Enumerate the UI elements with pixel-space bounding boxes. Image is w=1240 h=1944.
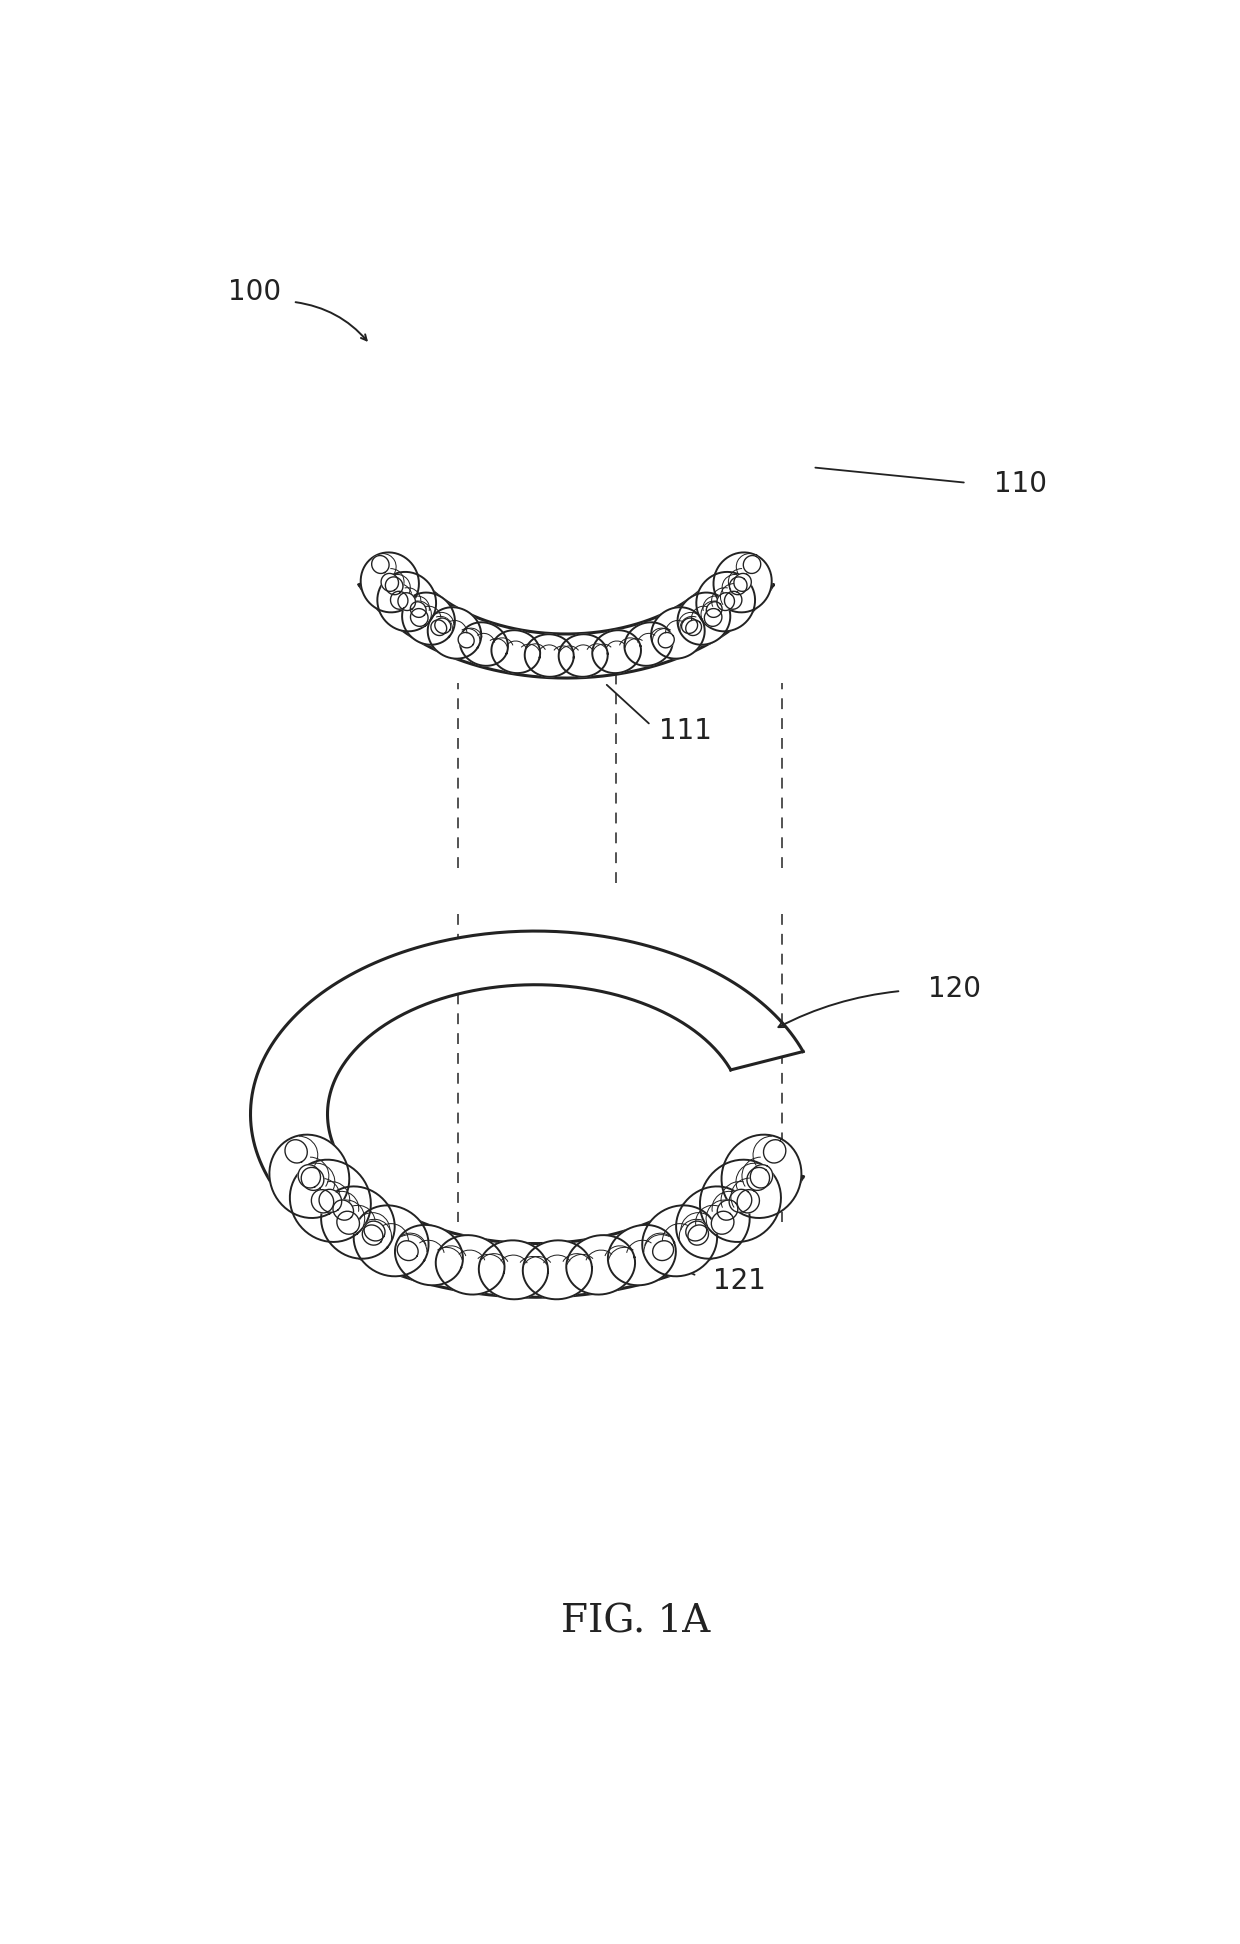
Polygon shape	[397, 1240, 418, 1260]
Polygon shape	[567, 1234, 635, 1295]
Polygon shape	[729, 1190, 751, 1213]
Text: 120: 120	[928, 974, 981, 1003]
Text: 121: 121	[713, 1267, 765, 1295]
Polygon shape	[750, 1164, 773, 1188]
Polygon shape	[301, 1168, 324, 1190]
Polygon shape	[704, 608, 722, 626]
Polygon shape	[713, 552, 771, 612]
Text: 100: 100	[228, 278, 281, 305]
Text: FIG. 1A: FIG. 1A	[560, 1604, 711, 1641]
Polygon shape	[717, 1199, 738, 1221]
Polygon shape	[651, 607, 704, 659]
Polygon shape	[677, 593, 730, 645]
Polygon shape	[707, 603, 722, 618]
Polygon shape	[372, 556, 389, 573]
Polygon shape	[608, 1225, 676, 1285]
Polygon shape	[559, 634, 608, 677]
Text: 110: 110	[993, 470, 1047, 498]
Text: 111: 111	[658, 717, 712, 745]
Polygon shape	[764, 1139, 786, 1163]
Polygon shape	[688, 1225, 708, 1246]
Polygon shape	[337, 1211, 360, 1234]
Polygon shape	[593, 630, 641, 673]
Polygon shape	[458, 632, 474, 647]
Polygon shape	[269, 1135, 350, 1219]
Polygon shape	[360, 568, 774, 678]
Polygon shape	[682, 618, 698, 634]
Polygon shape	[523, 1240, 591, 1299]
Polygon shape	[410, 608, 428, 626]
Polygon shape	[428, 607, 481, 659]
Polygon shape	[525, 634, 574, 677]
Polygon shape	[362, 1225, 383, 1246]
Polygon shape	[686, 1221, 707, 1240]
Polygon shape	[381, 573, 398, 591]
Polygon shape	[686, 620, 702, 636]
Polygon shape	[334, 1199, 353, 1221]
Polygon shape	[398, 593, 415, 610]
Polygon shape	[697, 572, 755, 632]
Polygon shape	[658, 632, 675, 647]
Polygon shape	[652, 1240, 673, 1260]
Polygon shape	[319, 1190, 342, 1213]
Polygon shape	[290, 1161, 371, 1242]
Polygon shape	[491, 630, 541, 673]
Polygon shape	[642, 1205, 717, 1277]
Polygon shape	[285, 1139, 308, 1163]
Polygon shape	[311, 1190, 334, 1213]
Polygon shape	[734, 573, 751, 591]
Polygon shape	[435, 618, 451, 634]
Polygon shape	[479, 1240, 548, 1299]
Polygon shape	[676, 1186, 750, 1258]
Polygon shape	[298, 1164, 320, 1188]
Polygon shape	[410, 603, 427, 618]
Polygon shape	[625, 622, 672, 667]
Polygon shape	[365, 1221, 386, 1240]
Polygon shape	[746, 1168, 770, 1190]
Polygon shape	[743, 556, 761, 573]
Polygon shape	[321, 1186, 394, 1258]
Polygon shape	[396, 1225, 463, 1285]
Polygon shape	[386, 577, 403, 595]
Polygon shape	[435, 1234, 505, 1295]
Polygon shape	[391, 591, 408, 608]
Polygon shape	[460, 622, 508, 665]
Polygon shape	[353, 1205, 429, 1277]
Polygon shape	[250, 931, 804, 1297]
Polygon shape	[722, 1135, 801, 1219]
Polygon shape	[430, 620, 446, 636]
Polygon shape	[729, 577, 746, 595]
Polygon shape	[699, 1161, 781, 1242]
Polygon shape	[377, 572, 436, 632]
Polygon shape	[724, 591, 742, 608]
Polygon shape	[402, 593, 455, 645]
Polygon shape	[737, 1190, 759, 1213]
Polygon shape	[361, 552, 419, 612]
Polygon shape	[717, 593, 734, 610]
Polygon shape	[712, 1211, 734, 1234]
